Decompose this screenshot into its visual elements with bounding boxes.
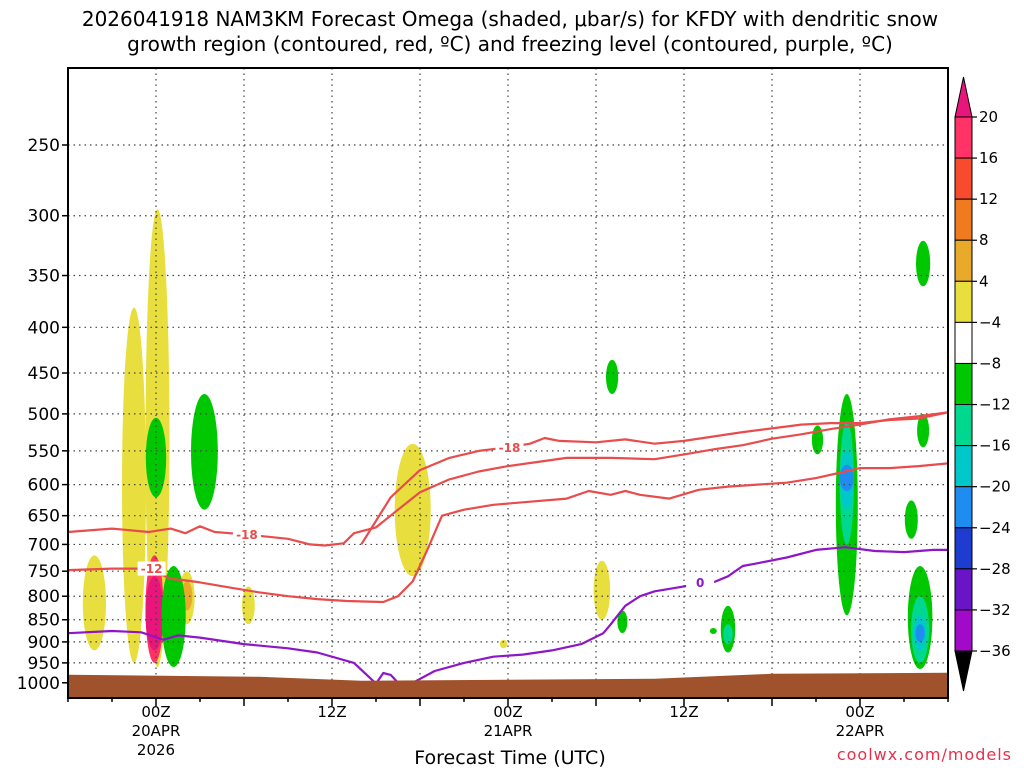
colorbar-label-0: 20: [979, 108, 998, 126]
colorbar-swatch-3: [954, 239, 973, 282]
ground-surface-layer: [68, 672, 948, 698]
colorbar-swatch-5: [954, 321, 973, 364]
colorbar-label-7: −12: [979, 396, 1011, 414]
y-tick-label-850: 850: [28, 611, 60, 631]
x-tick-label-6: 00Z: [141, 703, 170, 721]
omega-region-11: [145, 417, 167, 498]
colorbar: 20 16 12 8 4 −4 −8 −12 −16 −20 −24 −28 −32 −36: [954, 76, 1011, 692]
colorbar-swatch-10: [954, 527, 973, 570]
colorbar-swatch-0: [954, 116, 973, 159]
contour-line-0: [67, 411, 949, 547]
colorbar-label-2: 12: [979, 190, 998, 208]
colorbar-swatch-4: [954, 280, 973, 323]
omega-region-21: [916, 240, 931, 287]
y-tick-label-350: 350: [28, 267, 60, 287]
y-tick-label-750: 750: [28, 562, 60, 582]
grid-layer: [68, 68, 948, 698]
y-tick-label-650: 650: [28, 507, 60, 527]
colorbar-label-3: 8: [979, 231, 989, 249]
colorbar-swatch-7: [954, 404, 973, 447]
colorbar-swatch-11: [954, 568, 973, 611]
y-tick-label-800: 800: [28, 587, 60, 607]
colorbar-label-13: −36: [979, 642, 1011, 660]
omega-region-6: [499, 639, 508, 649]
omega-region-5: [394, 443, 431, 577]
y-tick-label-950: 950: [28, 654, 60, 674]
colorbar-swatch-1: [954, 157, 973, 200]
contour-line-1: [67, 462, 949, 604]
omega-region-10: [145, 576, 164, 651]
contour-label-bg-3: [686, 575, 715, 590]
colorbar-label-5: −4: [979, 313, 1001, 331]
contour-label-1: -12: [141, 562, 163, 576]
colorbar-label-9: −20: [979, 478, 1011, 496]
x-axis-label: Forecast Time (UTC): [414, 747, 605, 768]
contour-layer: -18 -12 -18 0: [67, 411, 949, 685]
chart-title-line-2: growth region (contoured, red, ºC) and f…: [127, 32, 893, 56]
x-tick-date-54: 22APR: [836, 722, 885, 740]
contour-line-3: [67, 546, 948, 685]
colorbar-label-12: −32: [979, 601, 1011, 619]
y-tick-label-250: 250: [28, 136, 60, 156]
omega-region-7: [593, 560, 611, 620]
x-tick-date-30: 21APR: [484, 722, 533, 740]
contour-label-3: 0: [696, 576, 704, 590]
y-tick-label-700: 700: [28, 535, 60, 555]
omega-region-16: [709, 628, 717, 634]
colorbar-label-8: −16: [979, 437, 1011, 455]
omega-region-30: [915, 624, 925, 642]
omega-region-14: [606, 359, 619, 394]
x-tick-label-30: 00Z: [493, 703, 522, 721]
y-tick-label-1000: 1000: [17, 674, 60, 694]
colorbar-label-4: 4: [979, 272, 989, 290]
x-tick-date-6: 20APR: [132, 722, 181, 740]
omega-region-20: [904, 500, 918, 539]
colorbar-swatch-6: [954, 362, 973, 406]
colorbar-bottom-cap: [954, 650, 973, 692]
omega-region-2: [82, 555, 106, 651]
colorbar-swatch-9: [954, 486, 973, 529]
contour-label-bg-0: [232, 527, 261, 542]
contour-label-0: -18: [236, 528, 258, 542]
x-tick-label-42: 12Z: [669, 703, 698, 721]
omega-region-22: [917, 413, 930, 448]
y-tick-label-500: 500: [28, 405, 60, 425]
contour-label-bg-2: [495, 440, 524, 455]
colorbar-top-cap: [954, 76, 973, 118]
colorbar-label-6: −8: [979, 354, 1001, 372]
contour-label-2: -18: [499, 441, 521, 455]
credit-text: coolwx.com/models: [837, 745, 1012, 764]
ground-surface: [68, 672, 948, 698]
colorbar-label-11: −28: [979, 560, 1011, 578]
omega-region-29: [839, 464, 854, 492]
colorbar-swatch-2: [954, 198, 973, 241]
x-tick-year-6: 2026: [137, 741, 175, 759]
y-tick-label-900: 900: [28, 633, 60, 653]
chart-title-line-1: 2026041918 NAM3KM Forecast Omega (shaded…: [82, 7, 938, 31]
x-tick-label-54: 00Z: [845, 703, 874, 721]
y-tick-label-300: 300: [28, 207, 60, 227]
x-tick-label-18: 12Z: [317, 703, 346, 721]
omega-region-15: [617, 610, 628, 634]
y-tick-label-600: 600: [28, 476, 60, 496]
pressure-axis: 2503003504004505005506006507007508008509…: [17, 136, 68, 694]
colorbar-swatch-8: [954, 445, 973, 488]
y-tick-label-400: 400: [28, 318, 60, 338]
colorbar-label-10: −24: [979, 519, 1011, 537]
contour-line-2: [360, 411, 949, 545]
y-tick-label-450: 450: [28, 364, 60, 384]
colorbar-swatch-12: [954, 609, 973, 652]
omega-region-12: [191, 394, 218, 510]
colorbar-label-1: 16: [979, 149, 998, 167]
contour-label-bg-1: [137, 561, 166, 576]
omega-region-26: [723, 624, 733, 645]
y-tick-label-550: 550: [28, 442, 60, 462]
